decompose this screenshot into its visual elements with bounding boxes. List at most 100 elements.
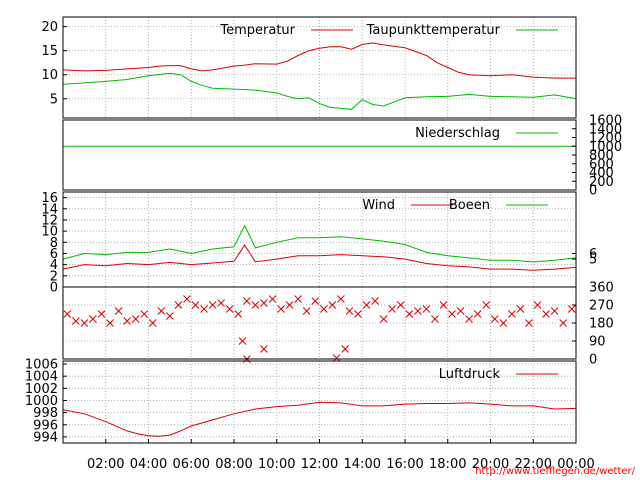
direction-point	[294, 295, 302, 303]
y-tick-label-right: 90	[589, 335, 606, 350]
direction-point	[200, 305, 208, 313]
x-tick-label: 12:00	[301, 457, 338, 472]
direction-point	[533, 301, 542, 309]
direction-point	[311, 297, 320, 305]
direction-point	[148, 319, 157, 327]
direction-point	[354, 310, 362, 318]
direction-point	[388, 305, 397, 313]
y-tick-label: 10	[41, 68, 58, 83]
y-tick-label: 20	[41, 20, 58, 35]
y-tick-label: 4	[50, 258, 58, 273]
y-tick-label-right: 1400	[589, 122, 622, 137]
legend-label: Temperatur	[219, 23, 295, 38]
direction-point	[508, 310, 516, 318]
axes-layer	[62, 16, 577, 444]
direction-point	[268, 295, 277, 303]
direction-point	[166, 312, 174, 320]
direction-point	[422, 305, 431, 313]
direction-point	[345, 307, 354, 315]
series-line-luftdruck	[62, 401, 577, 437]
direction-point	[439, 301, 448, 309]
direction-point	[559, 319, 568, 327]
direction-point	[80, 319, 89, 327]
y-tick-label: 996	[33, 418, 58, 433]
direction-point	[328, 301, 337, 309]
direction-point	[499, 319, 508, 327]
source-url: http://www.tiefflegen.de/wetter/	[475, 466, 635, 477]
direction-point	[131, 315, 140, 323]
y-tick-label-right: 400	[589, 166, 614, 181]
direction-point	[490, 315, 499, 323]
direction-point	[285, 301, 294, 309]
y-tick-label-right: 0	[589, 184, 597, 199]
direction-point	[63, 310, 72, 318]
x-tick-label: 10:00	[258, 457, 295, 472]
direction-point	[482, 301, 491, 309]
y-tick-label: 12	[41, 213, 58, 228]
y-tick-label-right: 1600	[589, 114, 622, 129]
direction-point	[217, 299, 226, 307]
y-tick-label: 998	[33, 406, 58, 421]
direction-point	[260, 345, 268, 353]
y-tick-label: 15	[41, 44, 58, 59]
plot-frame	[62, 16, 577, 119]
x-tick-label: 18:00	[429, 457, 466, 472]
series-line-temperatur	[62, 42, 576, 79]
direction-point	[379, 315, 388, 323]
y-tick-label-right: 600	[589, 157, 614, 172]
direction-point	[319, 305, 328, 313]
y-tick-label: 6	[50, 247, 58, 262]
y-tick-label-right: 270	[589, 299, 614, 314]
direction-point	[332, 354, 341, 362]
y-tick-label: 14	[41, 202, 58, 217]
series-line-taupunkttemperatur	[62, 72, 577, 110]
direction-point	[97, 310, 106, 318]
y-tick-label: 1002	[25, 382, 58, 397]
legend-label: Taupunkttemperatur	[366, 23, 501, 38]
legend-label: Wind	[362, 198, 395, 213]
direction-point	[371, 297, 379, 305]
y-tick-label: 1004	[25, 370, 58, 385]
direction-point	[550, 307, 559, 315]
direction-point	[174, 301, 183, 309]
y-tick-label-right: 200	[589, 175, 614, 190]
y-tick-label: 10	[41, 225, 58, 240]
direction-point	[525, 319, 533, 327]
x-tick-label: 06:00	[173, 457, 210, 472]
plot-frame	[62, 119, 577, 191]
direction-point	[234, 310, 243, 318]
direction-point	[183, 295, 191, 303]
direction-point	[337, 295, 345, 303]
plot-frame	[62, 286, 577, 360]
y-tick-label: 16	[41, 191, 58, 206]
y-tick-label: 994	[33, 430, 58, 445]
direction-point	[448, 310, 456, 318]
direction-point	[405, 310, 414, 318]
direction-point	[242, 297, 251, 305]
direction-point	[225, 305, 234, 313]
series-line-wind	[62, 244, 577, 271]
direction-point	[71, 317, 80, 325]
direction-point	[208, 301, 217, 309]
legend-label: Luftdruck	[439, 367, 501, 382]
x-tick-label: 14:00	[344, 457, 381, 472]
y-tick-label: 8	[50, 236, 58, 251]
x-tick-label: 20:00	[472, 457, 509, 472]
direction-point	[456, 307, 465, 315]
direction-point	[89, 315, 97, 323]
direction-point	[465, 315, 473, 323]
direction-point	[260, 299, 268, 307]
y-tick-label-right: 6	[589, 247, 597, 262]
direction-point	[251, 301, 260, 309]
x-tick-label: 00:00	[557, 457, 594, 472]
direction-point	[114, 307, 123, 315]
direction-point	[362, 301, 371, 309]
direction-point	[567, 305, 576, 313]
series-line-boeen	[62, 224, 577, 263]
direction-point	[302, 307, 311, 315]
direction-point	[431, 315, 439, 323]
direction-point	[516, 305, 525, 313]
